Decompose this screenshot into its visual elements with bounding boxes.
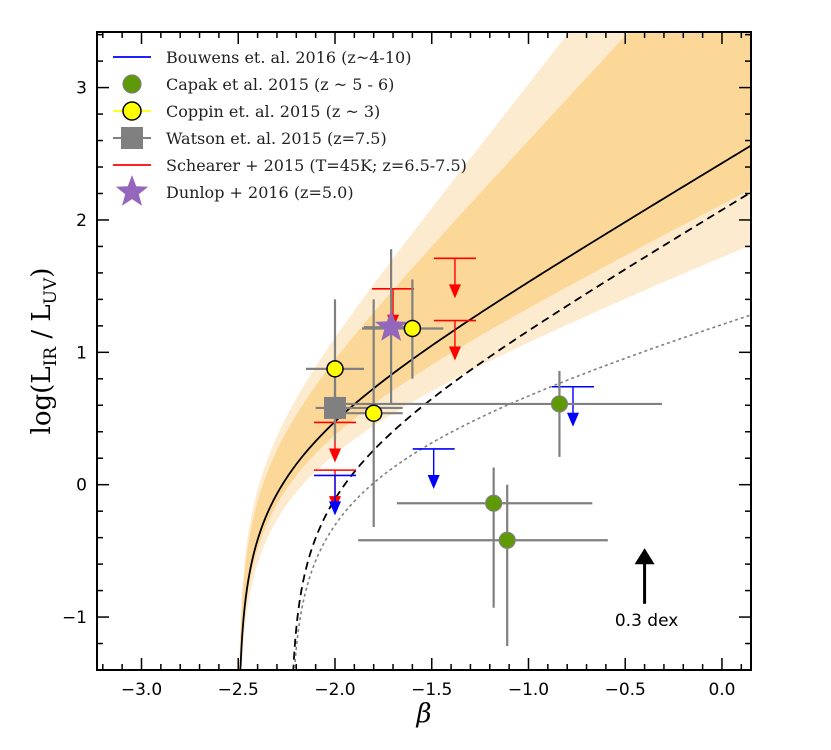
legend-item: Coppin et. al. 2015 (z ~ 3): [113, 101, 380, 121]
legend-label: Bouwens et. al. 2016 (z~4-10): [166, 48, 411, 67]
x-axis-label: β: [415, 699, 431, 729]
legend-label: Capak et al. 2015 (z ~ 5 - 6): [166, 75, 394, 94]
inner-band: [238, 32, 751, 670]
legend-item: Dunlop + 2016 (z=5.0): [115, 175, 354, 206]
x-tick-label: −2.5: [218, 680, 259, 700]
legend-marker: [115, 175, 149, 206]
legend: Bouwens et. al. 2016 (z~4-10) Capak et al…: [113, 48, 467, 206]
coppin-marker: [403, 319, 422, 338]
legend-item: Schearer + 2015 (T=45K; z=6.5-7.5): [113, 156, 467, 175]
x-tick-label: −2.0: [314, 680, 355, 700]
coppin-marker: [364, 404, 383, 422]
legend-label: Schearer + 2015 (T=45K; z=6.5-7.5): [166, 156, 467, 175]
capak-marker: [550, 395, 569, 413]
plot-frame: [96, 31, 752, 671]
up-arrow-icon: [634, 548, 655, 565]
y-tick-label: 1: [76, 343, 87, 363]
x-tick-label: −3.0: [121, 680, 162, 700]
schearer-upper-limit: [433, 257, 476, 299]
down-arrow-icon: [328, 448, 341, 463]
y-tick-label: 0: [76, 476, 87, 496]
dex-annotation-label: 0.3 dex: [615, 611, 678, 631]
bouwens-upper-limit: [313, 474, 356, 516]
coppin-marker: [326, 360, 344, 378]
legend-item: Bouwens et. al. 2016 (z~4-10): [113, 48, 411, 67]
dashed-relation-curve: [290, 191, 751, 670]
down-arrow-icon: [448, 284, 461, 299]
down-arrow-icon: [328, 501, 341, 516]
legend-item: Watson et. al. 2015 (z=7.5): [113, 127, 387, 149]
y-tick-label: 3: [76, 79, 87, 99]
y-axis-label: log(LIR / LUV): [27, 268, 61, 435]
watson-marker: [323, 396, 346, 419]
capak-point: [340, 370, 662, 457]
legend-marker: [122, 74, 142, 94]
legend-item: Capak et al. 2015 (z ~ 5 - 6): [122, 74, 394, 94]
capak-marker: [498, 531, 516, 549]
legend-label: Dunlop + 2016 (z=5.0): [166, 183, 354, 202]
legend-marker: [121, 127, 143, 149]
legend-label: Coppin et. al. 2015 (z ~ 3): [166, 102, 380, 121]
capak-point: [358, 484, 608, 647]
y-tick-label: 2: [76, 211, 87, 231]
x-tick-label: −1.5: [411, 680, 452, 700]
schearer-upper-limit: [433, 319, 476, 361]
x-tick-label: −1.0: [508, 680, 549, 700]
down-arrow-icon: [566, 412, 579, 427]
capak-marker: [485, 494, 503, 512]
solid-relation-curve: [238, 144, 751, 670]
down-arrow-icon: [448, 346, 461, 361]
down-arrow-icon: [427, 474, 440, 489]
bouwens-upper-limit: [412, 448, 455, 489]
x-tick-label: 0.0: [708, 680, 735, 700]
legend-label: Watson et. al. 2015 (z=7.5): [166, 129, 387, 148]
dunlop-marker: [374, 310, 408, 341]
legend-marker: [122, 101, 142, 121]
y-tick-label: −1: [62, 608, 87, 628]
x-tick-label: −0.5: [605, 680, 646, 700]
dotted-relation-curve: [290, 314, 751, 670]
capak-point: [396, 467, 593, 608]
